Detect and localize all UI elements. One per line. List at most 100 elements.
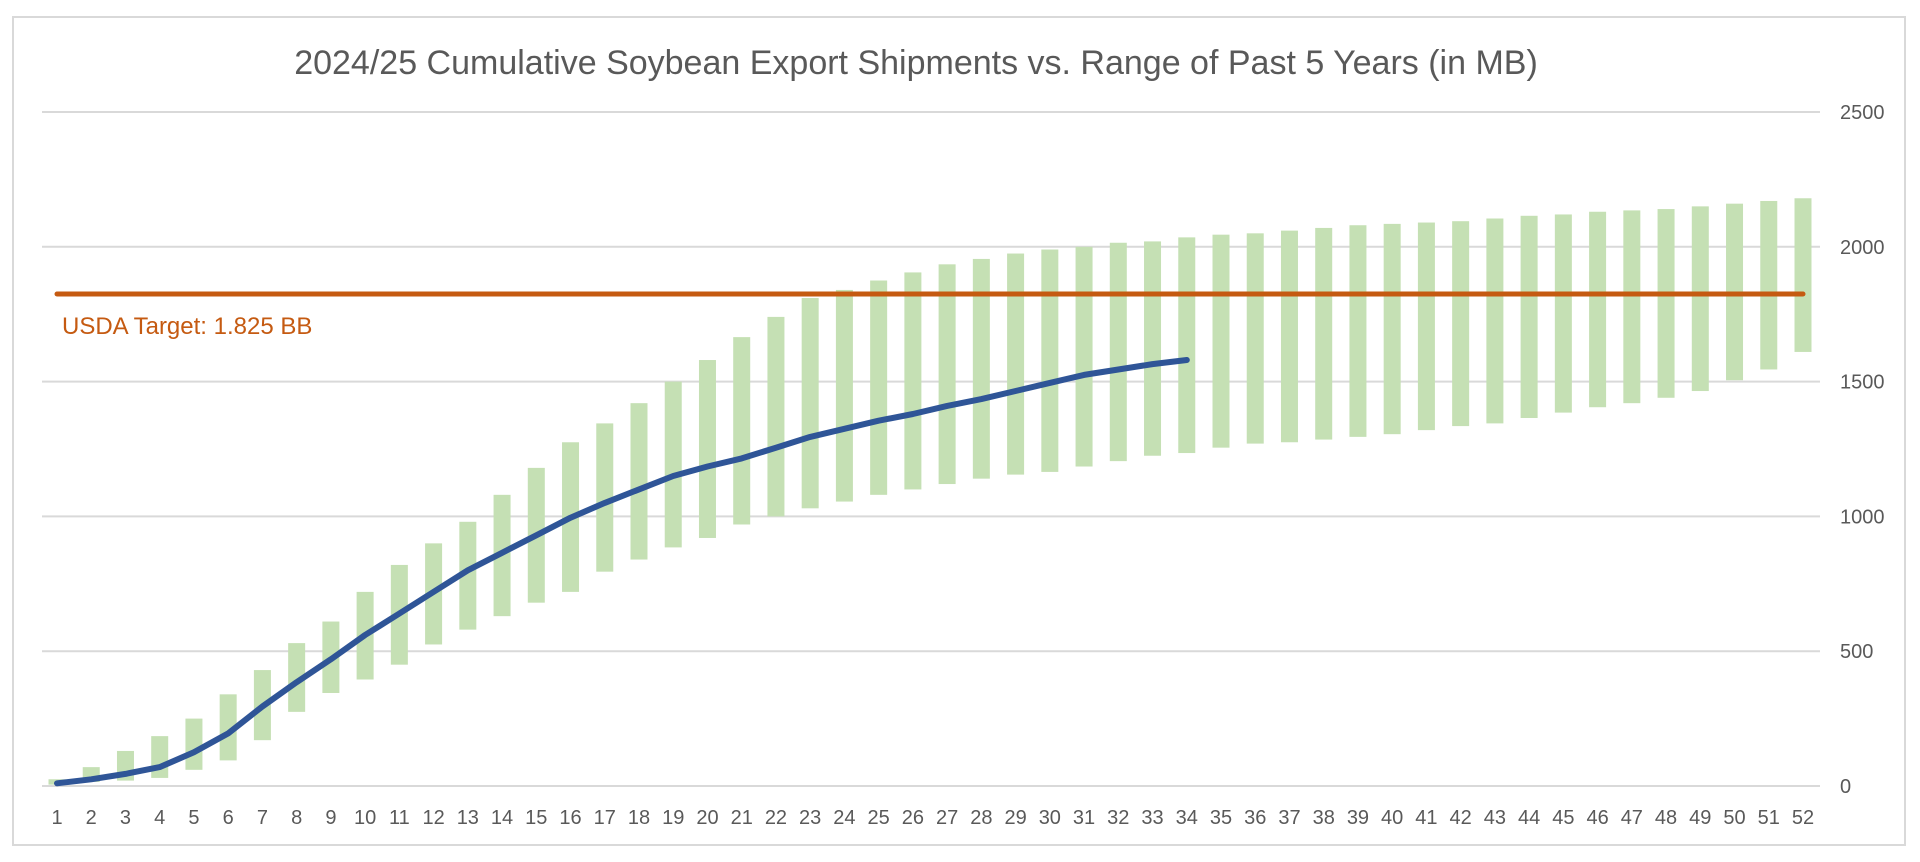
current-point xyxy=(433,591,435,593)
current-point xyxy=(56,782,58,784)
x-tick-label: 2 xyxy=(86,807,97,829)
range-bar xyxy=(219,694,237,761)
range-bar xyxy=(1623,210,1641,404)
x-tick-label: 17 xyxy=(594,807,616,829)
x-tick-label: 22 xyxy=(765,807,787,829)
current-series xyxy=(54,357,1190,787)
range-bar xyxy=(288,643,306,712)
current-point xyxy=(912,413,914,415)
x-tick-label: 9 xyxy=(325,807,336,829)
range-bar xyxy=(1075,246,1093,467)
range-bar xyxy=(801,298,819,509)
y-tick-label: 0 xyxy=(1840,776,1851,798)
x-tick-label: 48 xyxy=(1655,807,1677,829)
current-point xyxy=(1049,382,1051,384)
current-point xyxy=(638,488,640,490)
range-bar xyxy=(1589,211,1607,408)
x-tick-label: 37 xyxy=(1278,807,1300,829)
x-tick-label: 41 xyxy=(1415,807,1437,829)
range-bar xyxy=(904,272,922,490)
target-line-group: USDA Target: 1.825 BB xyxy=(54,291,1806,340)
x-tick-label: 14 xyxy=(491,807,513,829)
current-point xyxy=(193,751,195,753)
x-tick-label: 42 xyxy=(1450,807,1472,829)
current-point xyxy=(330,658,332,660)
x-tick-label: 24 xyxy=(833,807,855,829)
range-bar xyxy=(1486,218,1504,424)
x-tick-label: 8 xyxy=(291,807,302,829)
range-bar xyxy=(1417,222,1435,431)
range-bar xyxy=(1041,249,1059,472)
x-tick-label: 21 xyxy=(731,807,753,829)
current-point xyxy=(878,420,880,422)
current-point xyxy=(809,436,811,438)
x-tick-label: 7 xyxy=(257,807,268,829)
current-point xyxy=(261,705,263,707)
x-tick-label: 16 xyxy=(559,807,581,829)
range-bar xyxy=(835,289,853,502)
y-axis-ticks: 0 500 1000 1500 2000 2500 xyxy=(1840,102,1885,798)
x-tick-label: 39 xyxy=(1347,807,1369,829)
x-tick-label: 5 xyxy=(188,807,199,829)
chart-frame xyxy=(12,16,1906,846)
current-point xyxy=(1186,359,1188,361)
range-bar xyxy=(1760,200,1778,370)
current-point xyxy=(227,732,229,734)
x-tick-label: 19 xyxy=(662,807,684,829)
x-tick-label: 1 xyxy=(51,807,62,829)
x-tick-label: 52 xyxy=(1792,807,1814,829)
current-point xyxy=(775,447,777,449)
current-point xyxy=(1083,374,1085,376)
range-bar xyxy=(664,381,682,548)
x-tick-label: 45 xyxy=(1552,807,1574,829)
range-bar xyxy=(1554,214,1572,413)
current-point xyxy=(843,428,845,430)
x-tick-label: 4 xyxy=(154,807,165,829)
x-tick-label: 38 xyxy=(1313,807,1335,829)
range-bar xyxy=(767,316,785,517)
range-bar xyxy=(1383,223,1401,435)
y-tick-label: 1000 xyxy=(1840,506,1885,528)
current-point xyxy=(501,552,503,554)
x-tick-label: 29 xyxy=(1004,807,1026,829)
x-tick-label: 27 xyxy=(936,807,958,829)
current-point xyxy=(159,766,161,768)
range-bar xyxy=(1657,209,1675,398)
range-bar xyxy=(1315,227,1333,440)
current-point xyxy=(980,398,982,400)
current-point xyxy=(90,778,92,780)
current-series-line xyxy=(54,357,1190,787)
x-tick-label: 15 xyxy=(525,807,547,829)
range-bar xyxy=(1144,241,1162,456)
x-tick-label: 35 xyxy=(1210,807,1232,829)
x-tick-label: 3 xyxy=(120,807,131,829)
current-point xyxy=(706,466,708,468)
current-point xyxy=(570,517,572,519)
x-tick-label: 25 xyxy=(868,807,890,829)
target-label: USDA Target: 1.825 BB xyxy=(62,313,312,340)
x-tick-label: 18 xyxy=(628,807,650,829)
range-bar xyxy=(630,403,648,560)
x-tick-label: 36 xyxy=(1244,807,1266,829)
x-tick-label: 12 xyxy=(422,807,444,829)
range-bar xyxy=(1794,198,1812,352)
x-axis-ticks: 1 2 3 4 5 6 7 8 9 10 11 12 13 14 15 16 17 18 19 20 21 22 23 24 2… xyxy=(51,807,1814,829)
range-bar xyxy=(1109,242,1127,462)
x-tick-label: 51 xyxy=(1758,807,1780,829)
x-tick-label: 43 xyxy=(1484,807,1506,829)
current-point xyxy=(398,612,400,614)
x-tick-label: 28 xyxy=(970,807,992,829)
range-bar xyxy=(185,718,203,770)
range-bar xyxy=(972,258,990,479)
x-tick-label: 46 xyxy=(1586,807,1608,829)
range-bar xyxy=(1280,230,1298,443)
gridlines xyxy=(42,111,1820,787)
range-bar xyxy=(151,736,169,778)
y-tick-label: 2500 xyxy=(1840,102,1885,124)
range-bar xyxy=(870,280,888,495)
x-tick-label: 47 xyxy=(1621,807,1643,829)
x-tick-label: 10 xyxy=(354,807,376,829)
range-bar xyxy=(1246,233,1264,444)
y-tick-label: 1500 xyxy=(1840,372,1885,394)
